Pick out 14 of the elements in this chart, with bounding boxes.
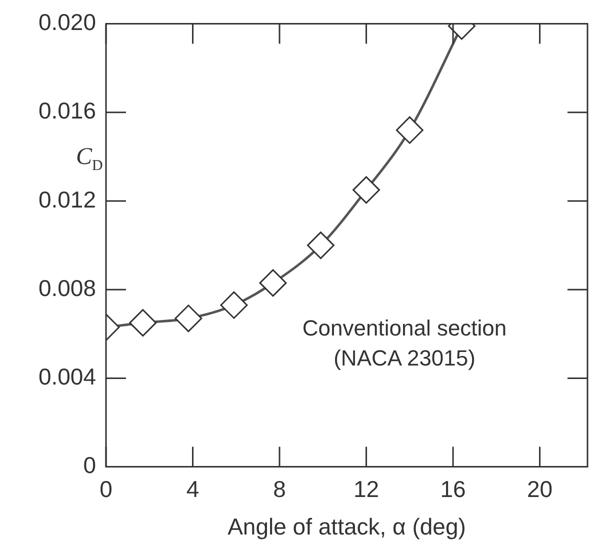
x-tick-label: 8 xyxy=(273,476,286,502)
x-tick-label: 0 xyxy=(100,476,112,502)
y-tick-label: 0 xyxy=(83,452,96,478)
x-tick-label: 4 xyxy=(186,476,200,502)
y-tick-label: 0.016 xyxy=(38,98,96,124)
x-tick-label: 20 xyxy=(526,476,553,502)
x-tick-label: 12 xyxy=(353,476,380,502)
y-tick-label: 0.004 xyxy=(38,364,96,390)
x-axis-title: Angle of attack, α (deg) xyxy=(228,514,466,540)
annotation: Conventional section (NACA 23015) xyxy=(302,316,507,371)
y-tick-label: 0.020 xyxy=(38,9,96,36)
y-tick-label: 0.008 xyxy=(38,274,96,301)
x-tick-label: 16 xyxy=(440,476,466,502)
y-tick-label: 0.012 xyxy=(38,186,96,212)
